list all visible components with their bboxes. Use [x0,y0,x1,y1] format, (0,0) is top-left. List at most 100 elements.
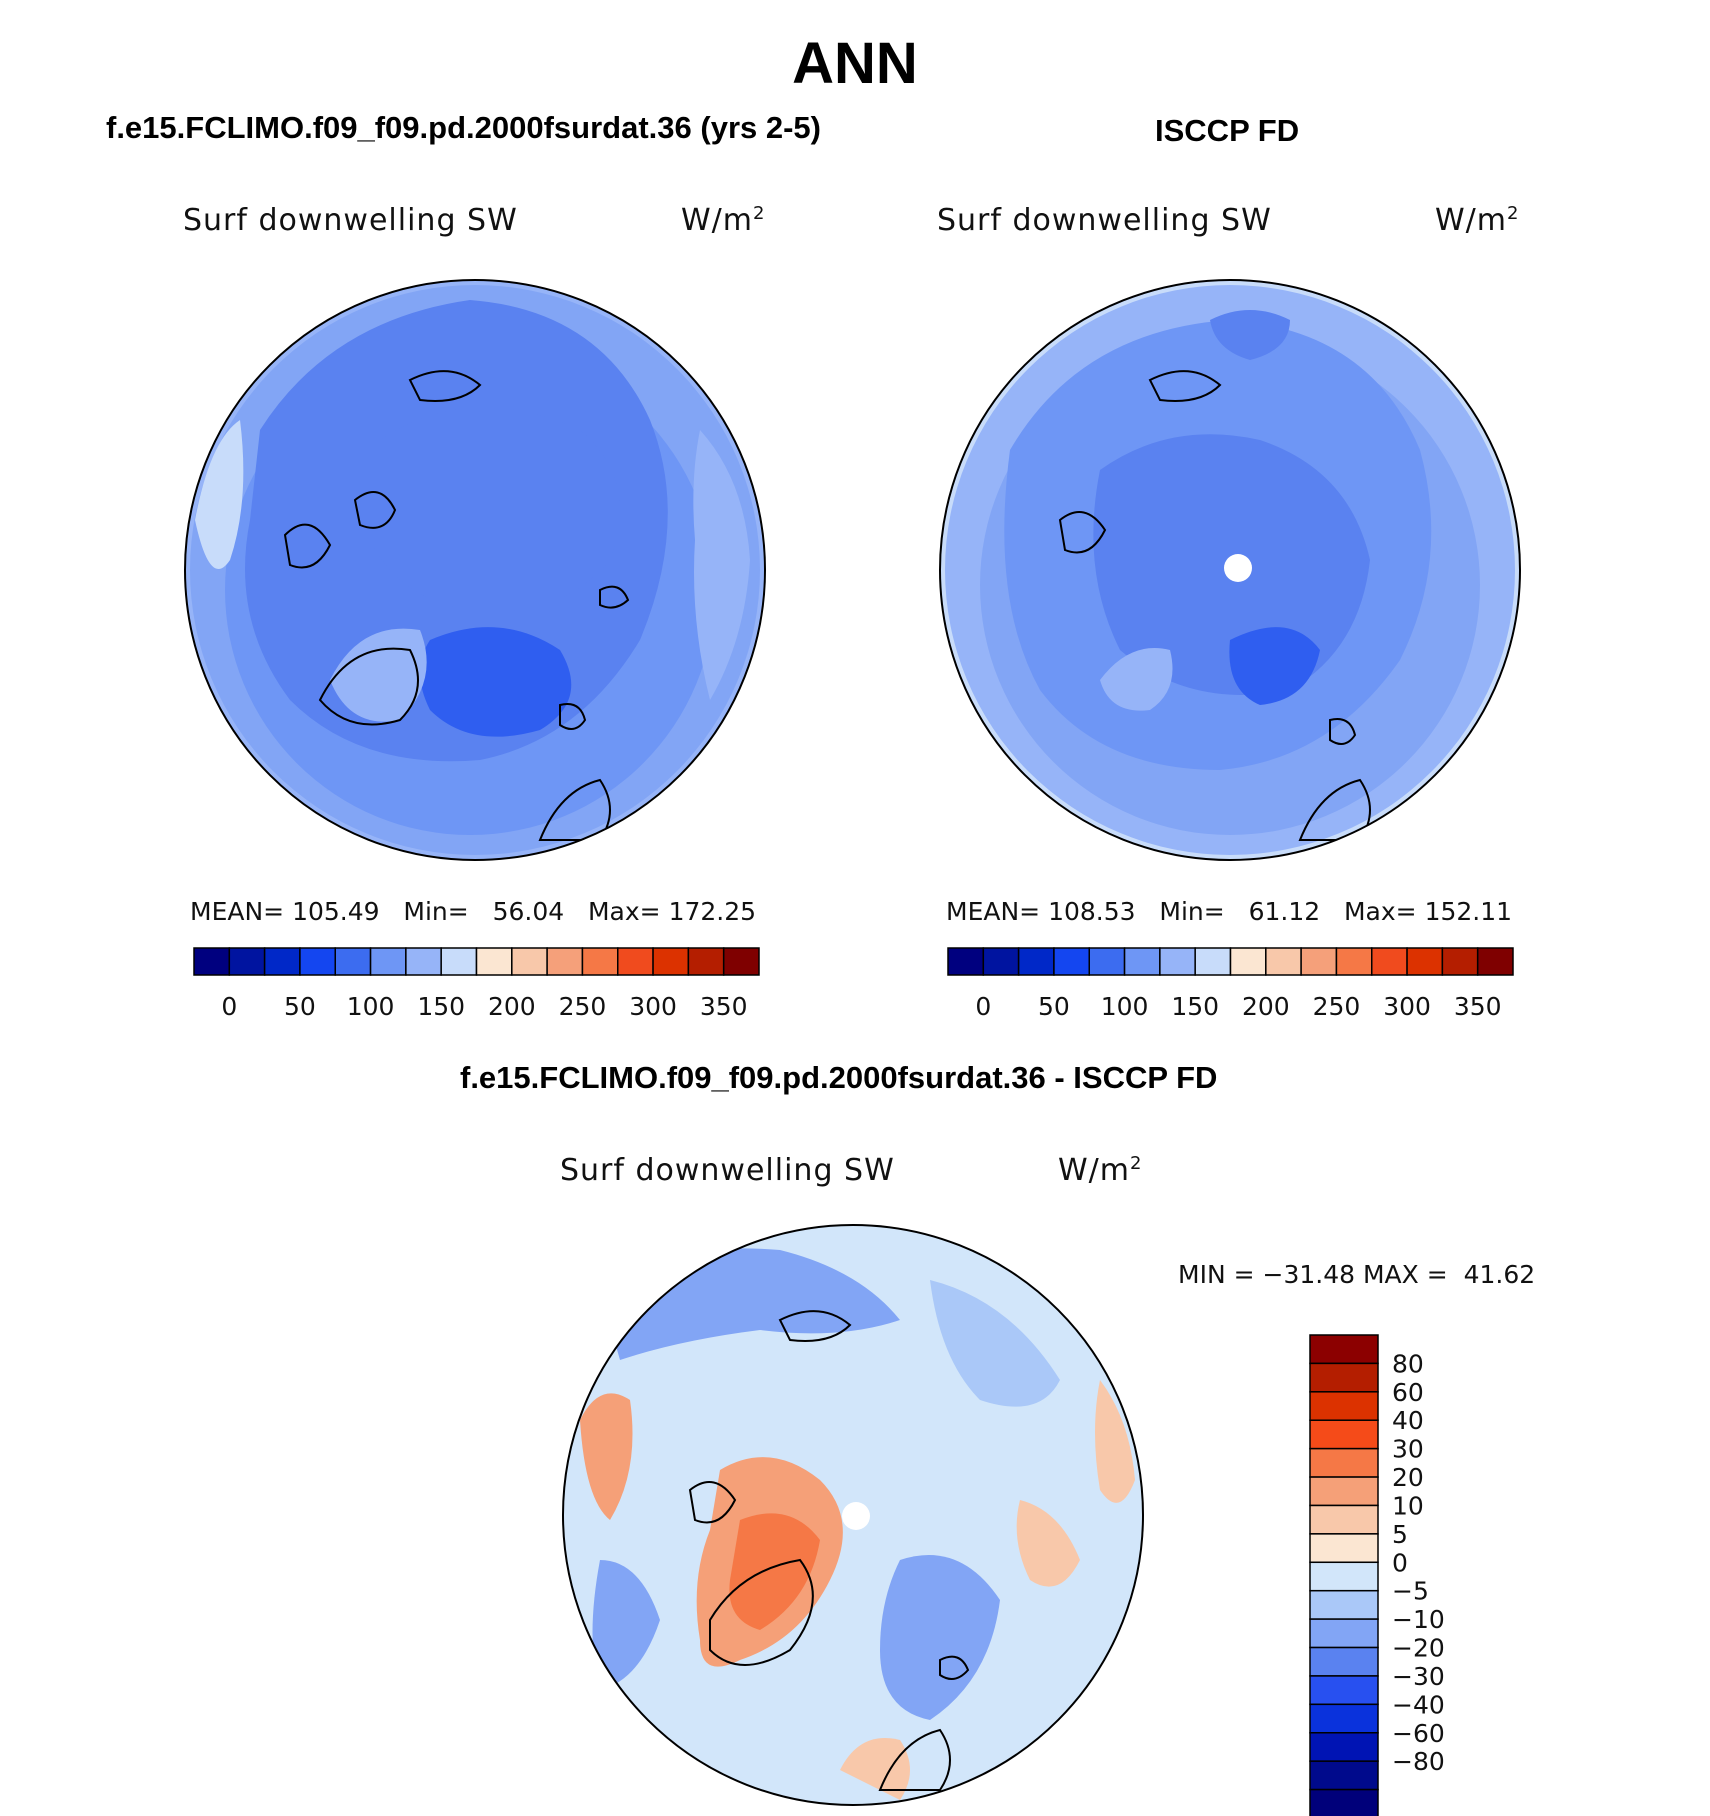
colorbar-tick-label-diff: −40 [1392,1690,1445,1719]
colorbar-swatch-obs [1265,947,1302,976]
colorbar-swatch-diff [1309,1675,1379,1706]
colorbar-tick-label-model: 150 [417,992,465,1021]
colorbar-tick-label-diff: 20 [1392,1463,1424,1492]
colorbar-tick-label-obs: 0 [975,992,991,1021]
colorbar-tick-label-obs: 300 [1383,992,1431,1021]
variable-label-model: Surf downwelling SW [183,203,518,238]
colorbar-tick-label-model: 250 [559,992,607,1021]
colorbar-tick-label-obs: 50 [1038,992,1070,1021]
colorbar-swatch-diff [1309,1732,1379,1762]
colorbar-model: 0 50 100 150 200 250 300 350 [193,947,760,1021]
units-label-model: W/m2 [681,203,766,238]
colorbar-swatch-diff [1309,1589,1379,1620]
colorbar-swatch-obs [1017,947,1055,976]
colorbar-swatch-obs [1300,947,1338,976]
colorbar-tick-label-model: 300 [629,992,677,1021]
colorbar-swatch-diff [1309,1447,1379,1478]
pole-hole-diff [842,1502,870,1530]
colorbar-swatch-model [440,947,478,976]
colorbar-swatch-model [475,947,513,976]
colorbar-tick-label-model: 200 [488,992,536,1021]
units-label-diff: W/m2 [1058,1153,1143,1188]
colorbar-tick-label-diff: 5 [1392,1520,1408,1549]
map-frame-obs [939,279,1521,861]
colorbar-swatch-obs [1371,947,1408,976]
colorbar-swatch-model [405,947,442,976]
colorbar-tick-label-obs: 200 [1242,992,1290,1021]
colorbar-swatch-model [581,947,619,976]
colorbar-tick-label-model: 100 [347,992,395,1021]
colorbar-swatch-model [193,947,231,976]
map-model [185,280,765,860]
colorbar-tick-label-obs: 350 [1454,992,1502,1021]
colorbar-swatch-obs [1406,947,1444,976]
colorbar-swatch-model [687,947,725,976]
colorbar-tick-label-diff: −20 [1392,1634,1445,1663]
panel-title-obs: ISCCP FD [1155,113,1300,148]
colorbar-swatch-obs [982,947,1020,976]
colorbar-tick-label-diff: 40 [1392,1406,1424,1435]
colorbar-swatch-diff [1309,1561,1379,1592]
colorbar-tick-label-diff: −30 [1392,1662,1445,1691]
colorbar-tick-label-diff: 10 [1392,1491,1424,1520]
stats-diff: MIN = −31.48 MAX = 41.62 [1178,1260,1536,1289]
units-label-obs: W/m2 [1435,203,1520,238]
pole-hole-obs [1224,554,1252,582]
colorbar-swatch-diff [1309,1334,1379,1365]
colorbar-tick-label-model: 350 [700,992,748,1021]
panel-title-model: f.e15.FCLIMO.f09_f09.pd.2000fsurdat.36 (… [106,110,821,145]
colorbar-swatch-obs [1476,947,1514,976]
colorbar-swatch-diff [1309,1618,1379,1649]
colorbar-swatch-diff [1309,1391,1379,1421]
colorbar-swatch-diff [1309,1362,1379,1393]
colorbar-swatch-model [228,947,266,976]
colorbar-obs: 0 50 100 150 200 250 300 350 [947,947,1514,1021]
colorbar-swatch-model [299,947,336,976]
colorbar-swatch-model [652,947,690,976]
colorbar-tick-label-diff: −60 [1392,1719,1445,1748]
colorbar-tick-label-diff: −10 [1392,1605,1445,1634]
variable-label-diff: Surf downwelling SW [560,1153,895,1188]
colorbar-swatch-obs [1088,947,1126,976]
colorbar-swatch-model [617,947,654,976]
colorbar-tick-label-diff: −80 [1392,1747,1445,1776]
figure-title: ANN [792,31,918,96]
colorbar-tick-label-diff: −5 [1392,1577,1429,1606]
colorbar-swatch-diff [1309,1476,1379,1507]
colorbar-tick-label-obs: 150 [1171,992,1219,1021]
colorbar-tick-label-diff: 0 [1392,1548,1408,1577]
stats-obs: MEAN= 108.53 Min= 61.12 Max= 152.11 [946,897,1513,926]
colorbar-swatch-diff [1309,1703,1379,1734]
colorbar-swatch-obs [1053,947,1090,976]
colorbar-tick-label-diff: 60 [1392,1378,1424,1407]
colorbar-swatch-obs [1123,947,1161,976]
map-frame-model [184,279,766,861]
variable-label-obs: Surf downwelling SW [937,203,1272,238]
colorbar-swatch-diff [1309,1533,1379,1564]
colorbar-swatch-diff [1309,1646,1379,1677]
stats-model: MEAN= 105.49 Min= 56.04 Max= 172.25 [190,897,757,926]
colorbar-swatch-model [511,947,548,976]
colorbar-swatch-diff [1309,1788,1379,1816]
colorbar-swatch-model [369,947,407,976]
colorbar-tick-label-diff: 30 [1392,1435,1424,1464]
colorbar-swatch-diff [1309,1504,1379,1535]
colorbar-tick-label-diff: 80 [1392,1349,1424,1378]
colorbar-tick-label-obs: 100 [1101,992,1149,1021]
colorbar-swatch-obs [1194,947,1232,976]
colorbar-swatch-obs [1229,947,1267,976]
colorbar-tick-label-obs: 250 [1313,992,1361,1021]
colorbar-swatch-model [334,947,372,976]
panel-title-diff: f.e15.FCLIMO.f09_f09.pd.2000fsurdat.36 -… [460,1060,1218,1095]
colorbar-swatch-diff [1309,1760,1379,1791]
colorbar-tick-label-model: 50 [284,992,316,1021]
colorbar-swatch-obs [1159,947,1196,976]
colorbar-swatch-obs [947,947,985,976]
map-frame-diff [562,1224,1144,1806]
colorbar-swatch-model [546,947,584,976]
colorbar-swatch-obs [1441,947,1479,976]
map-obs [940,280,1520,860]
colorbar-swatch-model [722,947,760,976]
